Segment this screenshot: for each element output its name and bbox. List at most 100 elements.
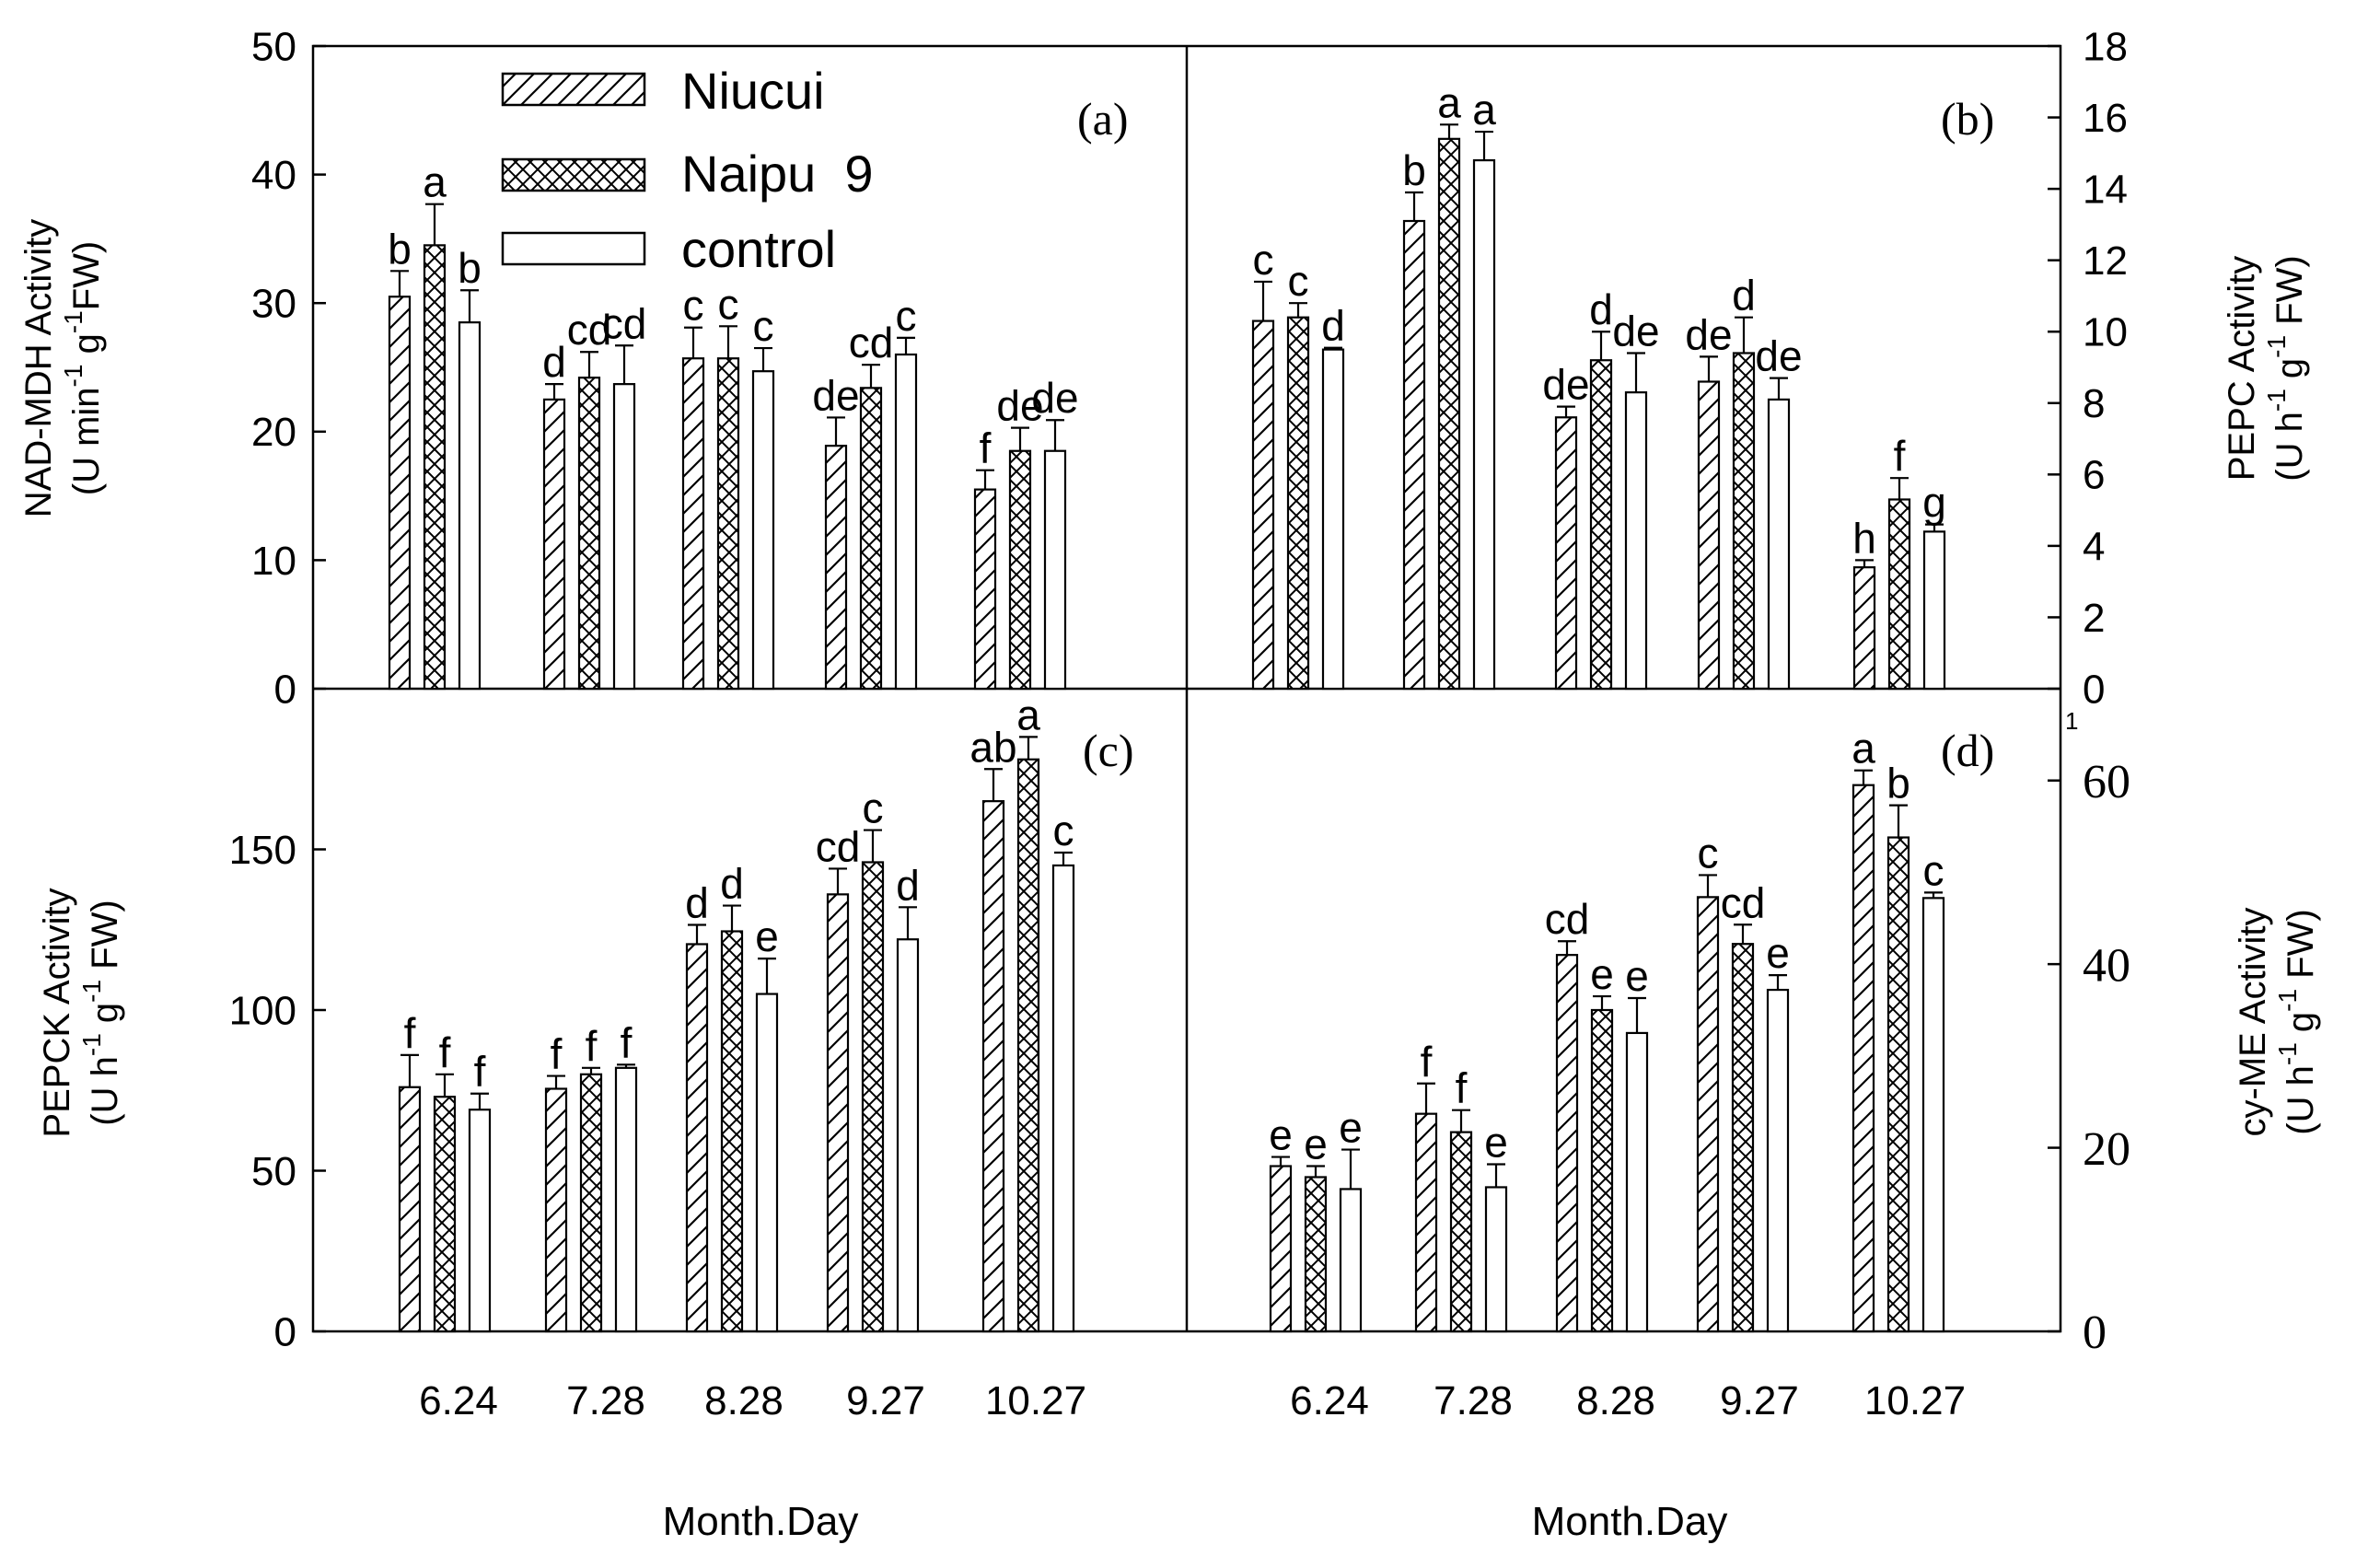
legend: Niucui Naipu 9 control <box>501 62 874 278</box>
y-title-sup: -1 <box>59 365 87 388</box>
significance-letter: c <box>718 280 739 328</box>
bar <box>1852 566 1876 691</box>
significance-letter: f <box>439 1028 451 1076</box>
significance-letter: f <box>586 1022 598 1070</box>
significance-letter: c <box>1053 807 1074 854</box>
significance-letter: c <box>1288 257 1309 305</box>
significance-letter: d <box>1732 272 1756 319</box>
bar <box>1251 319 1275 691</box>
bar <box>1016 758 1040 1333</box>
significance-letter: cd <box>567 306 612 354</box>
y-tick-label: 100 <box>229 988 296 1033</box>
significance-letter: c <box>1923 846 1944 894</box>
bar <box>1696 896 1720 1333</box>
x-tick-label: 9.27 <box>1720 1378 1799 1423</box>
significance-letter: cd <box>1721 878 1766 926</box>
significance-letter: c <box>753 302 774 350</box>
significance-letter: b <box>1402 146 1426 194</box>
significance-letter: a <box>1437 78 1461 126</box>
bar <box>577 377 601 691</box>
y-title-sup: -1 <box>2273 989 2302 1012</box>
significance-letter: c <box>896 292 917 340</box>
significance-letter: a <box>1472 86 1496 134</box>
legend-swatch-niucui <box>501 72 646 107</box>
significance-letter: de <box>812 371 859 419</box>
bar <box>755 993 779 1333</box>
y-title-line1: PEPC Activity <box>2222 256 2262 482</box>
significance-letter: f <box>621 1018 633 1066</box>
significance-letter: cd <box>816 822 861 870</box>
bar <box>542 398 566 691</box>
panel-label-c: (c) <box>1083 725 1134 776</box>
bar <box>1922 530 1946 691</box>
bar <box>1767 398 1791 691</box>
significance-letter: b <box>1886 760 1910 807</box>
significance-letter: a <box>1016 691 1040 738</box>
x-tick-labels-right: 6.24 7.28 8.28 9.27 10.27 <box>1290 1378 1966 1423</box>
x-axis-title-left: Month.Day <box>663 1499 859 1544</box>
y-axis-title-d: cy-ME Activity (U h-1 g-1 FW) <box>2233 908 2321 1137</box>
bar <box>1437 137 1461 691</box>
y-title-line2: (U h-1 g-1 FW) <box>77 900 125 1125</box>
y-tick-label: 0 <box>274 1309 296 1354</box>
bar <box>1484 1186 1508 1333</box>
significance-letter: d <box>685 879 709 927</box>
y-title-sup: -1 <box>2262 389 2291 412</box>
x-tick-label: 10.27 <box>1864 1378 1966 1423</box>
bar <box>1051 864 1075 1333</box>
y-tick-label: 60 <box>2083 756 2130 808</box>
significance-letter: f <box>1894 432 1906 480</box>
y-tick-label: 0 <box>2083 667 2105 712</box>
bar <box>1043 449 1067 691</box>
bar <box>1851 784 1875 1333</box>
bar <box>826 893 850 1333</box>
panel-label-d: (d) <box>1941 725 1994 776</box>
bar <box>720 930 744 1333</box>
y-tick-label: 20 <box>251 410 296 455</box>
x-tick-label: 10.27 <box>985 1378 1086 1423</box>
significance-letter: c <box>863 784 884 832</box>
y-title-part: (U h <box>2281 1065 2321 1135</box>
y-axis-title-b: PEPC Activity (U h-1 g-1 FW) <box>2222 255 2310 481</box>
significance-letter: f <box>1421 1038 1433 1086</box>
significance-letter: d <box>896 861 920 909</box>
bar <box>859 387 883 691</box>
significance-letter: f <box>551 1030 563 1078</box>
y-tick-label: 40 <box>2083 939 2130 992</box>
x-tick-label: 6.24 <box>1290 1378 1369 1423</box>
y-tick-label: 6 <box>2083 453 2105 498</box>
y-title-line1: cy-ME Activity <box>2233 908 2273 1137</box>
significance-letter: e <box>1339 1104 1363 1152</box>
significance-letter: e <box>1590 950 1614 998</box>
significance-letter: cd <box>849 319 894 366</box>
significance-letter: cd <box>602 299 647 347</box>
significance-letter: h <box>1852 514 1876 562</box>
bar <box>1887 498 1911 691</box>
y-tick-label: 10 <box>2083 310 2128 355</box>
significance-letter: f <box>980 424 992 472</box>
x-tick-label: 7.28 <box>566 1378 645 1423</box>
bar <box>1886 836 1910 1333</box>
y-title-sup: -1 <box>77 1033 106 1056</box>
bar <box>1472 158 1496 691</box>
y-title-part: (U min <box>66 387 107 495</box>
bar <box>1321 348 1345 691</box>
legend-swatch-naipu9 <box>501 157 646 192</box>
bar <box>398 1086 422 1333</box>
x-tick-labels-left: 6.24 7.28 8.28 9.27 10.27 <box>419 1378 1086 1423</box>
y-title-sup: -1 <box>2273 1042 2302 1065</box>
bar <box>579 1073 603 1333</box>
y-title-part: FW) <box>2269 255 2310 335</box>
x-tick-label: 9.27 <box>846 1378 925 1423</box>
bar <box>861 861 885 1333</box>
significance-letter: de <box>1685 310 1732 358</box>
bar <box>1269 1165 1293 1333</box>
significance-letter: b <box>388 225 412 273</box>
bar <box>973 488 997 691</box>
y-title-line1: PEPCK Activity <box>37 888 77 1137</box>
bar <box>544 1087 568 1333</box>
bar <box>1449 1131 1473 1333</box>
significance-letter: e <box>1269 1111 1293 1159</box>
bar <box>1589 359 1613 691</box>
